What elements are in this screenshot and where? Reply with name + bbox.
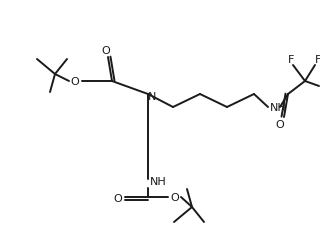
Text: NH: NH [270, 102, 287, 113]
Text: O: O [102, 46, 110, 56]
Text: N: N [148, 92, 156, 102]
Text: O: O [114, 193, 122, 203]
Text: O: O [171, 192, 180, 202]
Text: O: O [276, 120, 284, 130]
Text: O: O [71, 77, 79, 87]
Text: NH: NH [150, 176, 167, 186]
Text: F: F [315, 55, 320, 65]
Text: F: F [288, 55, 294, 65]
